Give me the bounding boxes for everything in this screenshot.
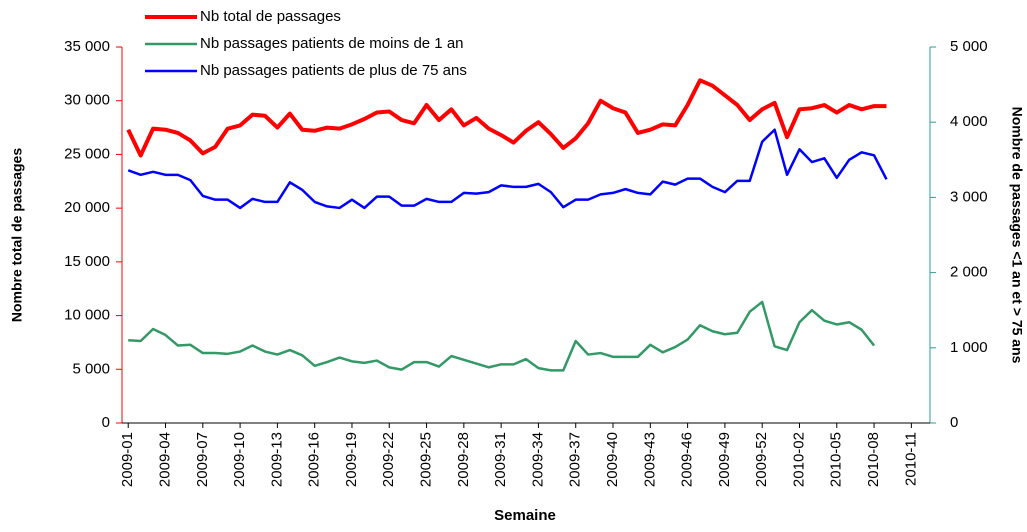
x-tick-label: 2009-31 bbox=[492, 432, 509, 487]
x-tick-label: 2009-43 bbox=[641, 432, 658, 487]
x-tick-label: 2009-40 bbox=[604, 432, 621, 487]
x-tick-label: 2009-22 bbox=[380, 432, 397, 487]
y-tick-label: 20 000 bbox=[64, 199, 110, 216]
series-line bbox=[128, 300, 876, 372]
x-tick-label: 2010-05 bbox=[828, 432, 845, 487]
legend-label: Nb total de passages bbox=[200, 8, 341, 25]
legend-label: Nb passages patients de plus de 75 ans bbox=[200, 62, 467, 79]
y-tick-label: 0 bbox=[102, 414, 110, 431]
y-tick-label: 5 000 bbox=[72, 360, 110, 377]
x-tick-label: 2010-11 bbox=[902, 432, 919, 486]
x-tick-label: 2009-52 bbox=[753, 432, 770, 487]
y-tick-label: 30 000 bbox=[64, 92, 110, 109]
x-tick-label: 2009-13 bbox=[268, 432, 285, 487]
y2-tick-label: 1 000 bbox=[950, 339, 988, 356]
y-tick-label: 10 000 bbox=[64, 307, 110, 324]
y2-tick-label: 2 000 bbox=[950, 264, 988, 281]
y-tick-label: 35 000 bbox=[64, 38, 110, 55]
x-tick-label: 2009-01 bbox=[119, 432, 136, 487]
x-tick-label: 2009-10 bbox=[231, 432, 248, 487]
x-tick-label: 2009-28 bbox=[455, 432, 472, 487]
y-axis-title: Nombre total de passages bbox=[9, 148, 25, 322]
y-tick-label: 15 000 bbox=[64, 253, 110, 270]
series-line bbox=[126, 78, 887, 158]
x-tick-label: 2009-19 bbox=[343, 432, 360, 487]
series-line bbox=[127, 128, 888, 210]
y2-tick-label: 5 000 bbox=[950, 38, 988, 55]
x-tick-label: 2009-04 bbox=[156, 432, 173, 487]
legend-label: Nb passages patients de moins de 1 an bbox=[200, 35, 464, 52]
x-tick-label: 2009-07 bbox=[194, 432, 211, 487]
x-tick-label: 2010-02 bbox=[790, 432, 807, 487]
x-tick-label: 2009-34 bbox=[529, 432, 546, 487]
x-tick-label: 2009-37 bbox=[567, 432, 584, 487]
y2-tick-label: 3 000 bbox=[950, 188, 988, 205]
x-tick-label: 2009-49 bbox=[716, 432, 733, 487]
y2-axis-title: Nombre de passages <1 an et > 75 ans bbox=[1009, 107, 1025, 364]
x-tick-label: 2009-46 bbox=[679, 432, 696, 487]
x-tick-label: 2009-25 bbox=[418, 432, 435, 487]
y2-tick-label: 0 bbox=[950, 414, 958, 431]
x-tick-label: 2009-16 bbox=[306, 432, 323, 487]
y2-tick-label: 4 000 bbox=[950, 113, 988, 130]
x-tick-label: 2010-08 bbox=[865, 432, 882, 487]
y-tick-label: 25 000 bbox=[64, 145, 110, 162]
x-axis-title: Semaine bbox=[494, 507, 556, 524]
